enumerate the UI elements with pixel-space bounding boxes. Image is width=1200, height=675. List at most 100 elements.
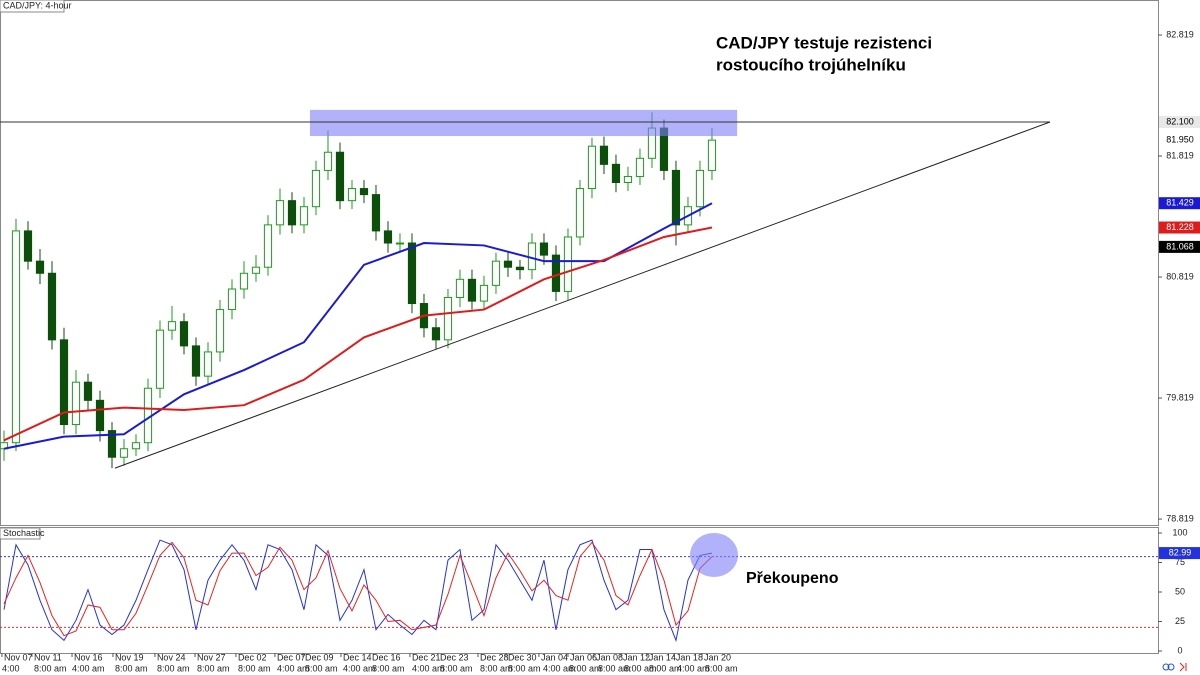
candle-body — [287, 200, 297, 226]
stoch-title-box — [0, 527, 41, 540]
candle-body — [407, 242, 417, 305]
chart-title: CAD/JPY: 4-hour — [3, 0, 72, 10]
x-time-label: 8:00 am — [238, 663, 271, 673]
stochastic-panel — [0, 527, 1159, 654]
y-tick-label: 79.819 — [1166, 392, 1194, 402]
x-tick-label: Dec 30 — [508, 652, 537, 662]
candle-body — [95, 399, 105, 432]
x-tick-label: Dec 02 — [238, 652, 267, 662]
x-time-label: 8:00 am — [649, 663, 682, 673]
y-tick-label: 25 — [1175, 616, 1185, 626]
price-tag — [1159, 547, 1200, 560]
candle-body — [155, 329, 165, 389]
candle-body — [491, 260, 501, 286]
x-tick-label: Nov 11 — [34, 652, 62, 662]
candle-body — [575, 188, 585, 238]
x-time-label: 8:00 am — [305, 663, 338, 673]
candle-body — [455, 278, 465, 298]
x-time-label: 8:00 am — [440, 663, 473, 673]
candle-body — [59, 339, 69, 426]
candle-body — [311, 169, 321, 208]
candle-body — [191, 345, 201, 377]
candle-body — [179, 321, 189, 347]
candle-body — [587, 145, 597, 190]
candle-body — [623, 175, 633, 184]
icon[interactable] — [1162, 663, 1170, 671]
x-tick-label: Nov 27 — [197, 652, 226, 662]
candle-body — [251, 266, 261, 274]
icon[interactable] — [1167, 663, 1175, 671]
price-tag-label: 82.99 — [1169, 547, 1192, 557]
x-tick-label: Dec 23 — [440, 652, 469, 662]
price-tag-label: 81.429 — [1166, 198, 1194, 208]
x-tick-label: Jan 08 — [596, 652, 623, 662]
candle-body — [359, 188, 369, 196]
candle-body — [431, 327, 441, 341]
candle-body — [515, 266, 525, 271]
x-tick-label: Dec 14 — [343, 652, 372, 662]
candle-body — [35, 260, 45, 274]
x-time-label: 8:00 am — [157, 663, 190, 673]
x-time-label: 8:00 am — [34, 663, 67, 673]
y-tick-label: 78.819 — [1166, 513, 1194, 523]
x-time-label: 8:00 am — [115, 663, 148, 673]
x-tick-label: Jan 18 — [676, 652, 703, 662]
title-box — [0, 0, 65, 13]
x-tick-label: Jan 14 — [649, 652, 676, 662]
x-time-label: 8:00 am — [705, 663, 738, 673]
x-time-label: 4:00 am — [277, 663, 310, 673]
x-tick-label: Dec 21 — [412, 652, 441, 662]
candle-body — [335, 151, 345, 202]
moving-average — [3, 202, 713, 450]
candle-body — [695, 169, 705, 208]
x-time-label: 8:00 am — [508, 663, 541, 673]
stochastic-plot — [0, 539, 1158, 643]
candle-body — [11, 230, 21, 444]
x-tick-label: Dec 16 — [372, 652, 401, 662]
y-tick-label: 0 — [1177, 645, 1182, 655]
stochastic-line — [3, 539, 713, 643]
x-tick-label: Jan 12 — [623, 652, 650, 662]
price-plot — [0, 109, 1051, 469]
axes: 78.819 79.819 80.819 81.819 82.819 82.100 81.9… — [1, 29, 1200, 673]
candle-body — [167, 321, 177, 331]
y-tick-label: 81.819 — [1166, 150, 1194, 160]
candle-body — [611, 163, 621, 184]
candle-body — [323, 151, 333, 171]
annotation: CAD/JPY testuje rezistenci — [716, 33, 932, 52]
candle-body — [119, 448, 129, 458]
y-tick-label: 100 — [1172, 527, 1187, 537]
y-tick-label: 80.819 — [1166, 271, 1194, 281]
x-time-label: 8:00 am — [598, 663, 631, 673]
candle-body — [635, 157, 645, 177]
y-tick-label: 50 — [1175, 586, 1185, 596]
candle-body — [23, 230, 33, 262]
candle-body — [479, 284, 489, 302]
x-time-label: 8:00 am — [372, 663, 405, 673]
candle-body — [347, 188, 357, 202]
price-tag-label: 82.100 — [1166, 116, 1194, 126]
y-tick-label: 75 — [1175, 557, 1185, 567]
candle-body — [47, 272, 57, 341]
candle-body — [203, 351, 213, 377]
x-time-label: 4:00 am — [412, 663, 445, 673]
icon[interactable] — [1179, 662, 1187, 672]
x-time-label: 8:00 am — [624, 663, 657, 673]
candle-body — [395, 242, 405, 245]
price-tag — [1159, 197, 1200, 210]
candle-body — [563, 236, 573, 292]
x-time-label: 4:00 am — [543, 663, 576, 673]
price-tag — [1159, 240, 1200, 253]
price-tag — [1159, 134, 1200, 147]
candle-body — [215, 309, 225, 353]
candle-body — [0, 442, 9, 450]
x-tick-label: Dec 09 — [305, 652, 334, 662]
candle-body — [131, 442, 141, 450]
stochastic-title: Stochastic — [3, 528, 45, 538]
candle-body — [539, 242, 549, 256]
resistance-zone — [309, 109, 738, 137]
x-tick-label: Dec 07 — [277, 652, 306, 662]
candle-body — [239, 272, 249, 290]
x-time-label: 8:00 am — [197, 663, 230, 673]
